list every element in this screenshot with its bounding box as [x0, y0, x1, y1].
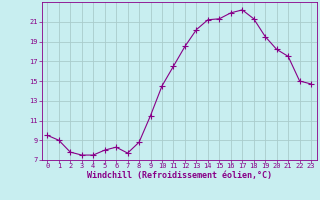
X-axis label: Windchill (Refroidissement éolien,°C): Windchill (Refroidissement éolien,°C) — [87, 171, 272, 180]
